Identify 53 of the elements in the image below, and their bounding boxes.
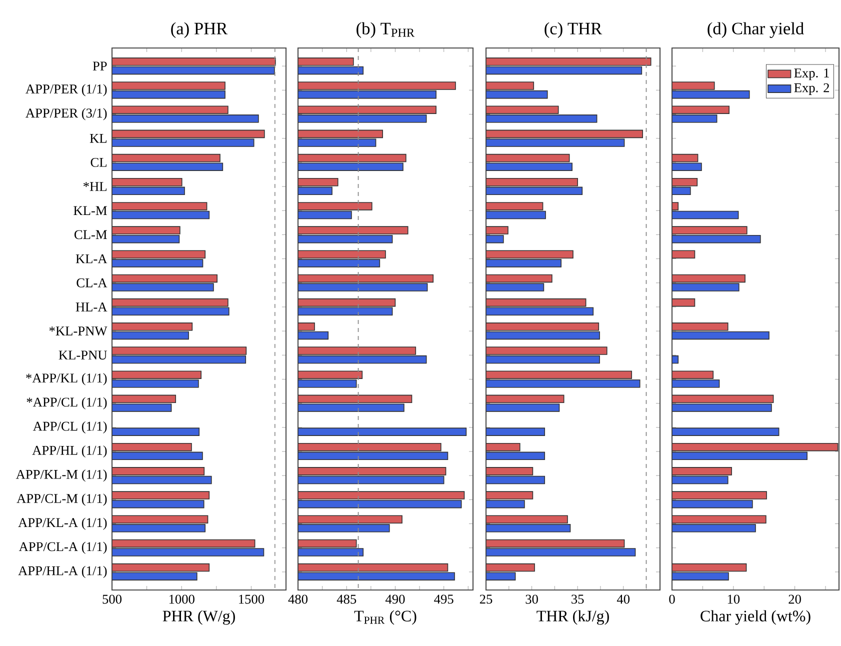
x-tick-label: 1500: [239, 594, 264, 604]
y-tick-label: HL-A: [76, 302, 108, 312]
bar: [672, 274, 746, 283]
x-tick-label: 485: [336, 594, 356, 604]
y-tick-label: *APP/CL (1/1): [26, 397, 107, 410]
y-tick-label: KL-M: [74, 206, 107, 215]
x-tick-label: 495: [434, 594, 454, 604]
y-tick-label: CL-M: [74, 230, 107, 240]
x-axis-title: T$_{PHR}$ (°C): [354, 610, 416, 625]
x-tick-label: 10: [728, 594, 740, 604]
bar: [672, 563, 747, 572]
y-tick-label: APP/HL-A (1/1): [18, 566, 107, 578]
x-tick-label: 500: [102, 594, 122, 604]
legend-label: Exp. 1: [794, 68, 829, 80]
legend-label: Exp. 2: [794, 83, 830, 95]
bar: [672, 298, 696, 307]
y-tick-label: APP/KL-M (1/1): [16, 470, 107, 482]
y-tick-label: APP/CL-M (1/1): [16, 494, 107, 506]
y-tick-label: APP/CL-A (1/1): [18, 542, 107, 554]
x-axis-title: PHR (W/g): [162, 610, 235, 625]
y-tick-label: *HL: [84, 182, 106, 191]
y-tick-label: APP/KL-A (1/1): [18, 518, 107, 530]
x-tick-label: 480: [288, 594, 308, 604]
x-tick-label: 490: [385, 594, 405, 604]
bar: [672, 355, 679, 364]
y-tick-label: KL-A: [76, 254, 108, 264]
bar: [672, 394, 774, 404]
y-tick-label: APP/PER (1/1): [26, 84, 107, 96]
y-tick-label: *APP/KL (1/1): [26, 373, 107, 386]
y-tick-label: CL: [90, 158, 106, 167]
y-tick-label: CL-A: [76, 278, 108, 288]
x-tick-label: 40: [616, 594, 630, 604]
y-tick-label: KL-PNU: [58, 350, 108, 360]
y-tick-label: APP/HL (1/1): [32, 445, 107, 458]
bar: [672, 428, 780, 436]
chart-title: (a) PHR: [171, 22, 228, 38]
x-tick-label: 35: [572, 594, 584, 604]
y-tick-label: *KL-PNW: [49, 326, 108, 336]
x-axis-title: THR (kJ/g): [536, 610, 609, 625]
y-tick-label: PP: [92, 62, 107, 70]
y-tick-label: APP/CL (1/1): [32, 421, 107, 434]
x-axis-title: Char yield (wt%): [700, 610, 810, 625]
chart-title: (b) T$_{PHR}$: [356, 22, 415, 38]
bar: [672, 154, 698, 162]
x-tick-label: 25: [480, 594, 492, 604]
x-tick-label: 20: [788, 594, 801, 604]
x-tick-label: 1000: [169, 594, 194, 604]
chart-title: (c) THR: [544, 22, 602, 38]
y-tick-label: KL: [90, 134, 106, 143]
x-tick-label: 30: [526, 594, 538, 604]
chart-title: (d) Char yield: [708, 22, 804, 38]
x-tick-label: 0: [669, 594, 675, 604]
y-tick-label: APP/PER (3/1): [26, 108, 107, 120]
